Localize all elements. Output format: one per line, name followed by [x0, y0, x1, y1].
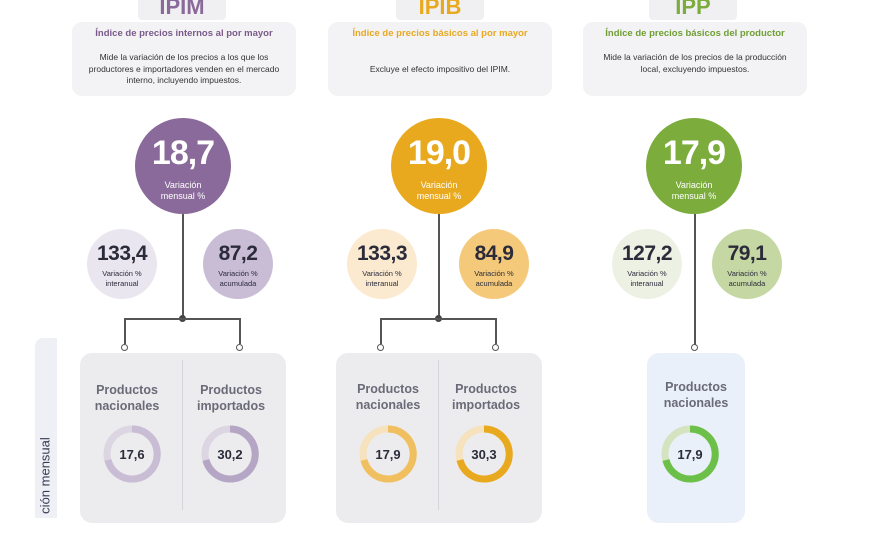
ipp-acumulada-label: Variación % acumulada: [727, 269, 767, 288]
ipim-importados-ring: [201, 425, 259, 483]
ipib-stem: [438, 214, 440, 318]
ipib-main-value: 19,0: [407, 134, 471, 172]
ipim-importados-value: 30,2: [217, 447, 243, 462]
ipim-node-right: [236, 344, 243, 351]
ipim-acumulada-circle: 87,2 Variación % acumulada: [203, 229, 273, 299]
ipim-nacionales-ring: [103, 425, 161, 483]
ipib-main-circle: 19,0 Variación mensual %: [391, 118, 487, 214]
ipim-description: Mide la variación de los precios a los q…: [88, 52, 280, 85]
ipim-interanual-label: Variación % interanual: [102, 269, 142, 288]
ipim-acumulada-value: 87,2: [218, 242, 258, 265]
ipib-description: Excluye el efecto impositivo del IPIM.: [369, 64, 511, 74]
ipib-interanual-circle: 133,3 Variación % interanual: [347, 229, 417, 299]
side-label: ción mensual: [37, 437, 53, 514]
ipp-acumulada-value: 79,1: [727, 242, 767, 265]
ipib-importados-ring: [455, 425, 513, 483]
ipp-main-value: 17,9: [662, 134, 726, 172]
ipib-branch: [380, 318, 496, 320]
ipim-subtitle: Índice de precios internos al por mayor: [95, 28, 273, 39]
ipp-nacionales-value: 17,9: [677, 447, 703, 462]
ipim-interanual-value: 133,4: [96, 242, 148, 265]
ipib-main-label: Variación mensual %: [416, 180, 462, 201]
ipib-subtitle: Índice de precios básicos al por mayor: [352, 28, 528, 39]
ipib-interanual-label: Variación % interanual: [362, 269, 402, 288]
ipp-acumulada-circle: 79,1 Variación % acumulada: [712, 229, 782, 299]
side-label-panel: ción mensual: [35, 338, 57, 518]
ipib-importados-value: 30,3: [471, 447, 497, 462]
ipib-branch-right: [495, 318, 497, 344]
ipib-acumulada-value: 84,9: [474, 242, 514, 265]
ipp-description: Mide la variación de los precios de la p…: [603, 52, 787, 74]
ipib-nacionales-value: 17,9: [375, 447, 401, 462]
tab-ipp: IPP: [649, 0, 737, 20]
ipp-nacionales-label: Productos nacionales: [663, 380, 729, 410]
ipim-nacionales-label: Productos nacionales: [94, 383, 160, 413]
ipim-products-divider: [182, 360, 183, 510]
ipim-stem: [182, 214, 184, 318]
tab-ipim: IPIM: [138, 0, 226, 20]
ipib-acumulada-circle: 84,9 Variación % acumulada: [459, 229, 529, 299]
ipim-acumulada-label: Variación % acumulada: [218, 269, 258, 288]
ipib-branch-left: [380, 318, 382, 344]
ipim-branch-left: [124, 318, 126, 344]
ipp-nacionales-ring: [661, 425, 719, 483]
ipim-main-label: Variación mensual %: [160, 180, 206, 201]
ipp-stem: [694, 214, 696, 346]
ipim-card: Índice de precios internos al por mayor …: [72, 22, 296, 96]
ipib-acumulada-label: Variación % acumulada: [474, 269, 514, 288]
ipp-subtitle: Índice de precios básicos del productor: [605, 28, 785, 39]
ipp-interanual-label: Variación % interanual: [627, 269, 667, 288]
ipib-node-right: [492, 344, 499, 351]
ipp-products-box: [647, 353, 745, 523]
ipim-branch: [124, 318, 240, 320]
ipib-products-divider: [438, 360, 439, 510]
ipim-main-circle: 18,7 Variación mensual %: [135, 118, 231, 214]
ipp-node: [691, 344, 698, 351]
ipim-main-value: 18,7: [151, 134, 215, 172]
ipib-interanual-value: 133,3: [356, 242, 408, 265]
ipim-node-left: [121, 344, 128, 351]
ipp-interanual-value: 127,2: [621, 242, 673, 265]
ipim-nacionales-value: 17,6: [119, 447, 145, 462]
ipim-branch-right: [239, 318, 241, 344]
ipim-interanual-circle: 133,4 Variación % interanual: [87, 229, 157, 299]
ipp-main-circle: 17,9 Variación mensual %: [646, 118, 742, 214]
ipib-nacionales-ring: [359, 425, 417, 483]
ipib-importados-label: Productos importados: [451, 382, 521, 412]
ipim-importados-label: Productos importados: [196, 383, 266, 413]
ipib-node-left: [377, 344, 384, 351]
ipp-interanual-circle: 127,2 Variación % interanual: [612, 229, 682, 299]
tab-ipib: IPIB: [396, 0, 484, 20]
ipp-card: Índice de precios básicos del productor …: [583, 22, 807, 96]
ipib-card: Índice de precios básicos al por mayor E…: [328, 22, 552, 96]
ipib-nacionales-label: Productos nacionales: [355, 382, 421, 412]
ipp-main-label: Variación mensual %: [671, 180, 717, 201]
